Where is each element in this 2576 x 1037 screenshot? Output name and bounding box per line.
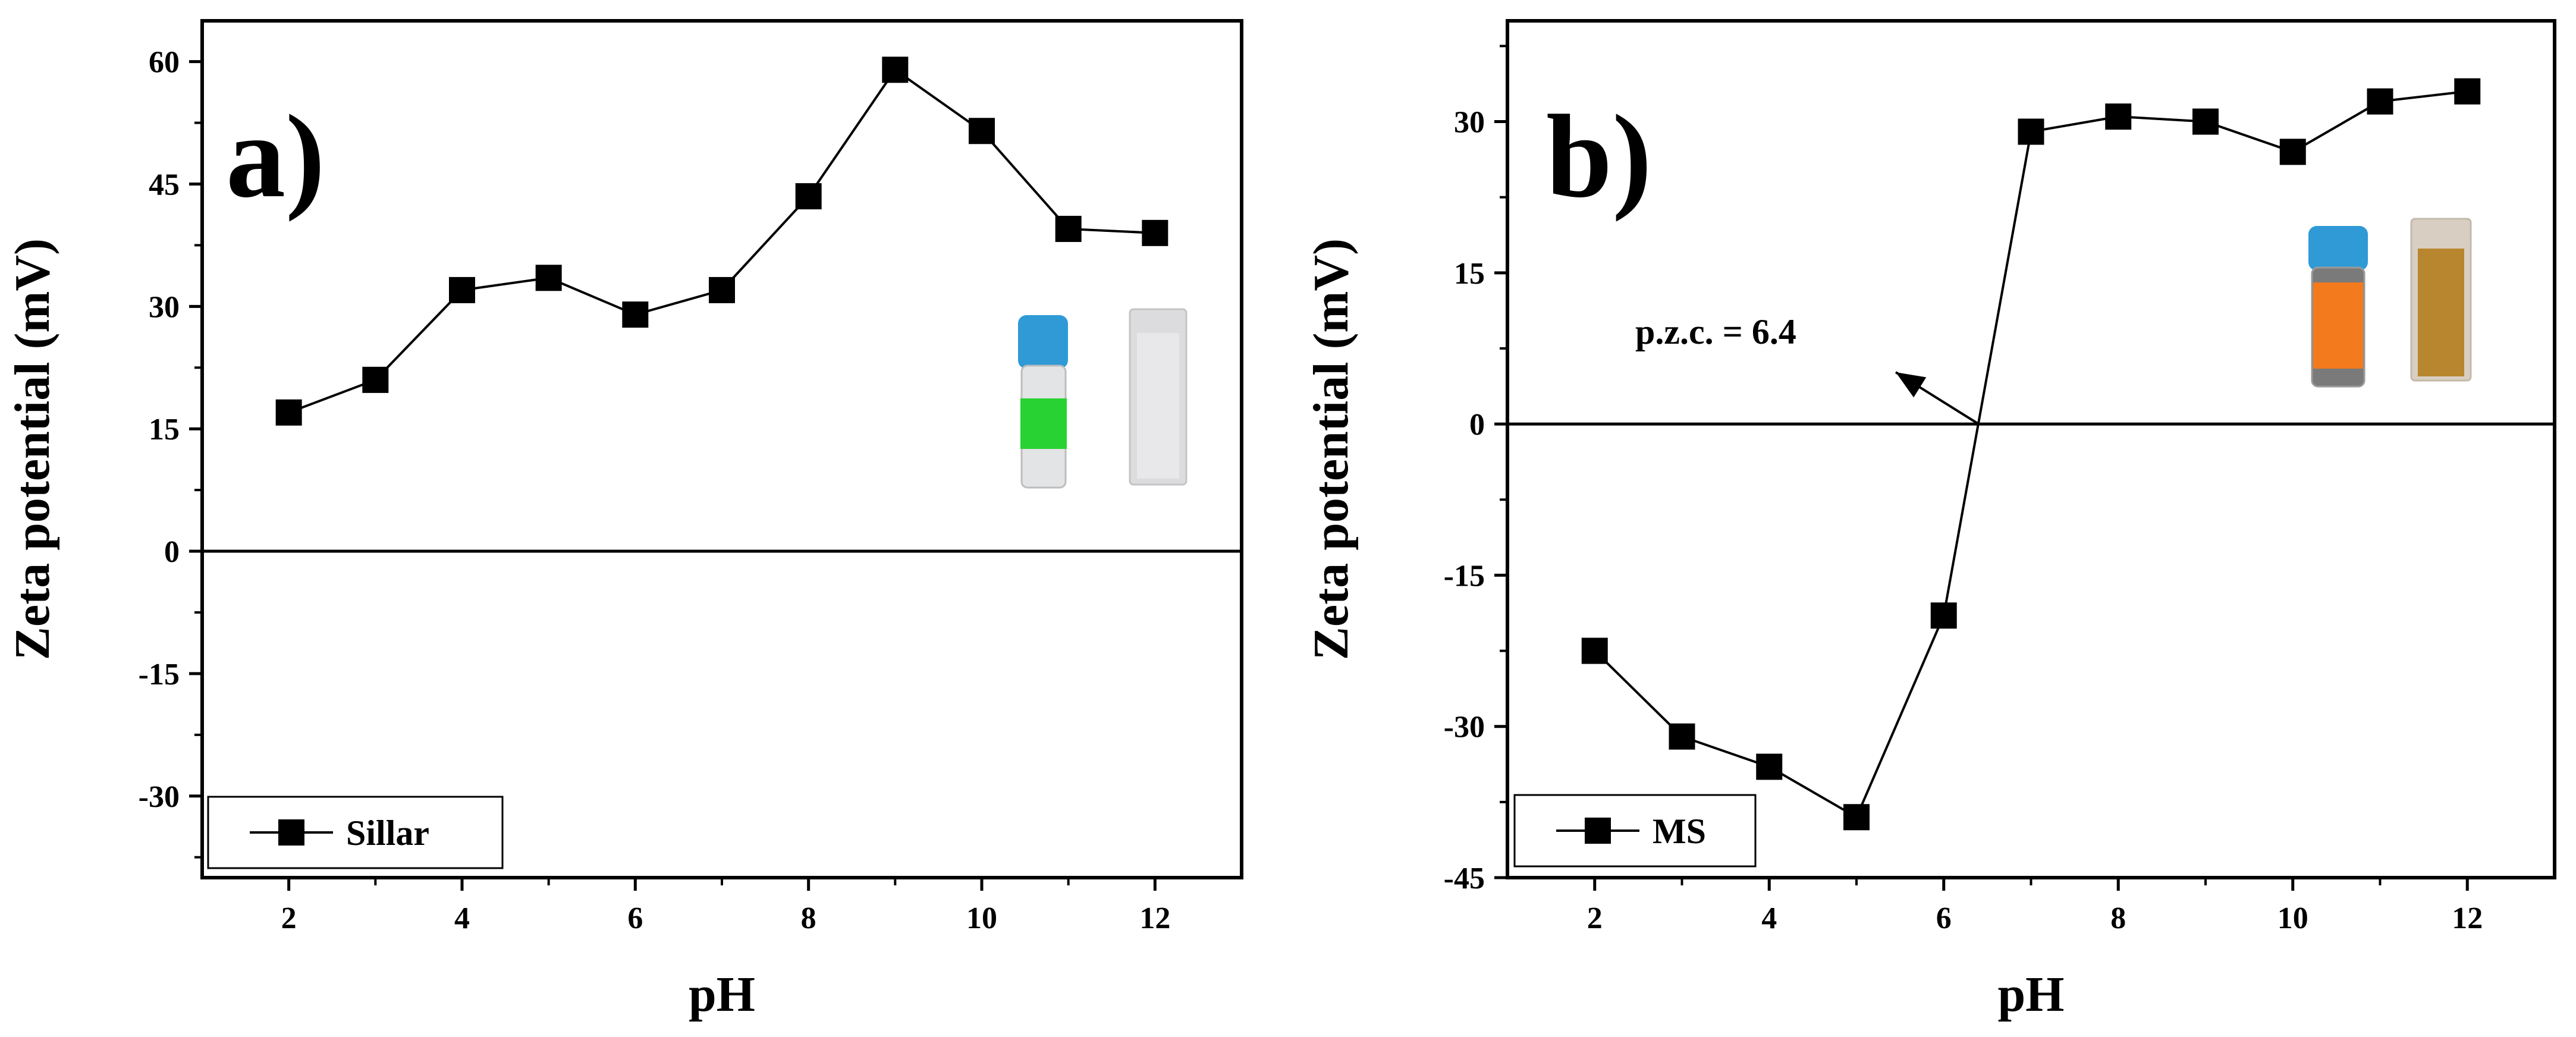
x-tick-label: 2 bbox=[281, 901, 297, 935]
legend: Sillar bbox=[207, 796, 504, 869]
x-tick-label: 6 bbox=[627, 901, 643, 935]
plot-frame bbox=[1506, 19, 2556, 879]
data-point bbox=[1055, 215, 1082, 242]
x-tick-label: 2 bbox=[1587, 901, 1603, 935]
x-tick-label: 8 bbox=[801, 901, 816, 935]
data-point bbox=[1756, 753, 1783, 780]
data-point bbox=[2279, 139, 2306, 165]
y-tick-label: 15 bbox=[1454, 257, 1485, 291]
pzc-annotation: p.z.c. = 6.4 bbox=[1635, 312, 1796, 351]
panel-label: b) bbox=[1546, 91, 1652, 222]
x-tick-label: 4 bbox=[1761, 901, 1777, 935]
x-tick-label: 4 bbox=[454, 901, 470, 935]
legend-marker bbox=[278, 819, 304, 846]
y-tick-label: -15 bbox=[139, 658, 180, 692]
y-tick-label: -15 bbox=[1444, 559, 1485, 593]
legend-label: Sillar bbox=[346, 813, 429, 853]
data-point bbox=[969, 118, 995, 144]
x-tick-label: 10 bbox=[966, 901, 997, 935]
vial-cap bbox=[2308, 226, 2368, 271]
vial-label bbox=[2313, 282, 2363, 369]
y-tick-label: 45 bbox=[149, 168, 180, 202]
x-tick-label: 10 bbox=[2277, 901, 2308, 935]
y-tick-label: -45 bbox=[1444, 862, 1485, 895]
x-tick-label: 12 bbox=[1139, 901, 1170, 935]
data-point bbox=[362, 366, 389, 393]
legend-label: MS bbox=[1653, 812, 1706, 851]
x-tick-label: 8 bbox=[2110, 901, 2126, 935]
panel-label: a) bbox=[226, 91, 325, 222]
data-point bbox=[2192, 108, 2219, 135]
data-point bbox=[2105, 103, 2132, 130]
data-point bbox=[1843, 804, 1870, 831]
y-tick-label: -30 bbox=[1444, 711, 1485, 744]
y-tick-label: 15 bbox=[149, 413, 180, 447]
annotation-arrowhead bbox=[1896, 372, 1927, 398]
inset-photo bbox=[2308, 218, 2472, 388]
cuvette-liquid bbox=[1137, 333, 1179, 479]
panel-b: 30 15 0 -15 -30 -45 2 4 6 8 10 12 pH Zeta potential (… bbox=[1303, 19, 2556, 1022]
y-tick-label: 0 bbox=[164, 535, 180, 569]
data-point bbox=[709, 276, 735, 303]
x-axis-label: pH bbox=[689, 967, 755, 1022]
data-point bbox=[449, 276, 475, 303]
inset-photo bbox=[1018, 308, 1188, 489]
y-tick-label: 60 bbox=[149, 46, 180, 80]
y-tick-label: 30 bbox=[149, 290, 180, 324]
data-point bbox=[1581, 637, 1608, 664]
data-point bbox=[2454, 78, 2481, 105]
x-tick-label: 6 bbox=[1936, 901, 1952, 935]
data-point bbox=[622, 301, 649, 328]
y-axis-label: Zeta potential (mV) bbox=[5, 238, 60, 660]
data-point bbox=[2018, 118, 2044, 145]
x-tick-label: 12 bbox=[2452, 901, 2483, 935]
y-tick-label: -30 bbox=[139, 780, 180, 814]
series-line bbox=[1594, 90, 2468, 819]
legend: MS bbox=[1513, 794, 1757, 868]
vial-label bbox=[1020, 398, 1067, 449]
data-point bbox=[2367, 88, 2393, 115]
cuvette-liquid bbox=[2418, 249, 2464, 376]
legend-marker bbox=[1585, 818, 1611, 844]
data-point bbox=[275, 399, 302, 426]
data-point bbox=[795, 183, 822, 210]
vial-cap bbox=[1018, 315, 1068, 369]
y-tick-label: 30 bbox=[1454, 106, 1485, 140]
data-point bbox=[1669, 723, 1695, 750]
x-axis-label: pH bbox=[1997, 967, 2064, 1022]
plot-frame bbox=[200, 19, 1243, 879]
y-axis-label: Zeta potential (mV) bbox=[1303, 238, 1359, 660]
panel-a: 60 45 30 15 0 -15 -30 2 4 6 8 10 12 pH Zeta potential … bbox=[5, 19, 1243, 1022]
data-point bbox=[1142, 219, 1168, 246]
y-tick-label: 0 bbox=[1469, 408, 1485, 442]
data-point bbox=[1930, 602, 1957, 629]
data-point bbox=[535, 265, 562, 291]
data-point bbox=[882, 56, 909, 83]
